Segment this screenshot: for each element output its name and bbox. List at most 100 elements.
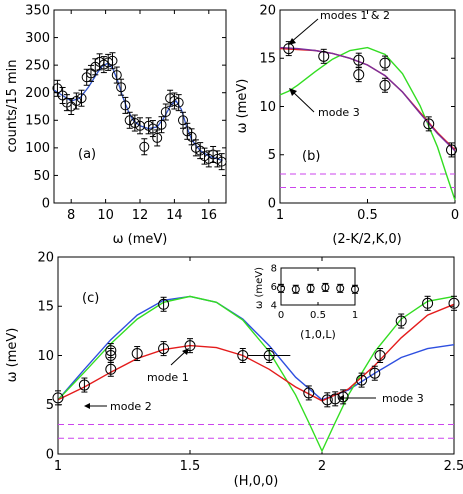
panel-c-ytick-label: 0 [46,447,54,462]
panel-c-data-point [105,363,117,375]
panel-b-data-point [423,118,435,130]
panel-b-xtick-label: 1 [276,208,284,223]
panel-b-data-point [353,54,365,66]
panel-c-red-curve [57,303,455,402]
panel-a-data-point [152,132,163,143]
inset-data-point [336,284,345,293]
inset-data-point [351,285,359,294]
panel-a-data-point [216,156,227,167]
panel-a-data-point [52,83,63,94]
panel-a-ylabel: counts/15 min [5,59,20,152]
panel-b-green-curve [279,46,456,201]
panel-c-data-point [374,350,386,361]
inset-xtick-label: 0.5 [310,310,326,321]
panel-c-data-point [131,348,143,360]
inset-data-point [291,285,300,294]
panel-c-data-point [263,350,275,361]
annotation-arrow-modes-1-2 [289,18,319,44]
panel-c-blue-curve [57,295,455,401]
annotation-modes-1-2: modes 1 & 2 [320,9,390,22]
panel-a-data-point [76,93,87,104]
panel-c-data-point [184,340,196,352]
panel-b-data-point [283,43,295,55]
inset-data-point [321,283,330,292]
annotation-arrowhead-mode-3-c [338,395,344,401]
panel-a-data-point [111,70,122,81]
inset-xtick-label: 0 [278,310,284,321]
inset-data-point [277,284,285,293]
panel-c-ytick-label: 10 [37,349,54,364]
panel-c-ylabel: ω (meV) [5,328,20,383]
panel-b-xlabel: (2-K/2,K,0) [332,232,401,247]
panel-a-ytick-label: 50 [33,169,50,184]
panel-c-data-point [337,391,349,403]
panel-b-data-point [446,144,457,156]
annotation-arrow-mode-1 [170,350,187,366]
panel-b: 1 0.5 0 0 5 10 15 20 (b) (2-K/2,K,0) ω (meV) mo… [235,3,459,247]
panel-a-data-point [186,131,197,142]
panel-c-xtick-label: 2.5 [444,459,463,474]
panel-a-data-point [124,115,135,126]
panel-a-data-point [116,82,127,93]
panel-a: 8 10 12 14 16 0 50 100 150 200 250 300 350 (a) ω (me… [5,3,227,247]
panel-a-xtick-label: 10 [97,208,114,223]
panel-a-data-point [139,141,150,152]
panel-c-data-point [422,297,434,309]
panel-c-xlabel: (H,0,0) [234,474,279,489]
inset-frame [280,267,356,306]
inset-panel: 0 0.5 1 4 6 8 (1,0,L) ω (meV) [254,263,359,341]
inset-ytick-label: 4 [271,300,277,311]
panel-b-ytick-label: 5 [268,148,276,163]
panel-a-ytick-label: 150 [25,114,50,129]
panel-c-ytick-label: 20 [37,250,54,265]
panel-a-ytick-label: 300 [25,31,50,46]
panel-c-data-point [78,379,90,391]
panel-b-xtick-label: 0 [451,208,459,223]
panel-b-label: (b) [302,149,320,164]
panel-a-ytick-label: 0 [42,196,50,211]
panel-c-data-point [448,297,460,309]
panel-a-data-point [129,118,140,129]
panel-c-xtick-label: 1.5 [180,459,201,474]
panel-a-xtick-label: 12 [132,208,149,223]
panel-b-ytick-label: 20 [259,3,276,18]
panel-a-ytick-label: 200 [25,86,50,101]
panel-a-data-point [147,123,158,134]
annotation-arrowhead-mode-2 [84,403,90,409]
annotation-arrowhead-modes-1-2 [288,38,296,45]
panel-b-purple-curve [279,46,456,152]
inset-ytick-label: 8 [271,263,277,274]
panel-c-data-point [52,392,64,404]
annotation-arrowhead-mode-1 [182,348,189,355]
annotation-mode-3-c: mode 3 [382,392,424,405]
inset-ytick-label: 6 [271,282,277,293]
inset-ylabel: ω (meV) [254,267,265,309]
panel-c-xtick-label: 1 [54,459,62,474]
panel-a-xtick-label: 14 [166,208,183,223]
panel-a-xlabel: ω (meV) [113,232,168,247]
inset-xtick-label: 1 [352,310,358,321]
panel-a-data-point [178,115,188,126]
panel-c-label: (c) [82,291,99,306]
panel-a-ytick-label: 250 [25,58,50,73]
annotation-mode-1: mode 1 [147,371,189,384]
panel-c-data-point [303,387,315,399]
inset-xlabel: (1,0,L) [300,328,336,341]
panel-b-data-point [379,57,391,69]
panel-c-ytick-label: 5 [46,398,54,413]
panel-a-data-point [71,95,82,106]
panel-b-data-point [318,50,330,62]
annotation-mode-3-b: mode 3 [318,106,360,119]
panel-a-data-point [120,100,131,111]
panel-c-data-point [356,374,368,386]
panel-b-data-point [379,79,391,91]
panel-c-data-point [369,367,381,379]
panel-c-ytick-label: 15 [37,300,54,315]
panel-b-ytick-label: 0 [268,196,276,211]
annotation-arrow-mode-3-b [291,90,315,113]
inset-data-point [306,284,315,293]
panel-b-ytick-label: 15 [259,52,276,67]
panel-a-data-point [156,119,167,130]
